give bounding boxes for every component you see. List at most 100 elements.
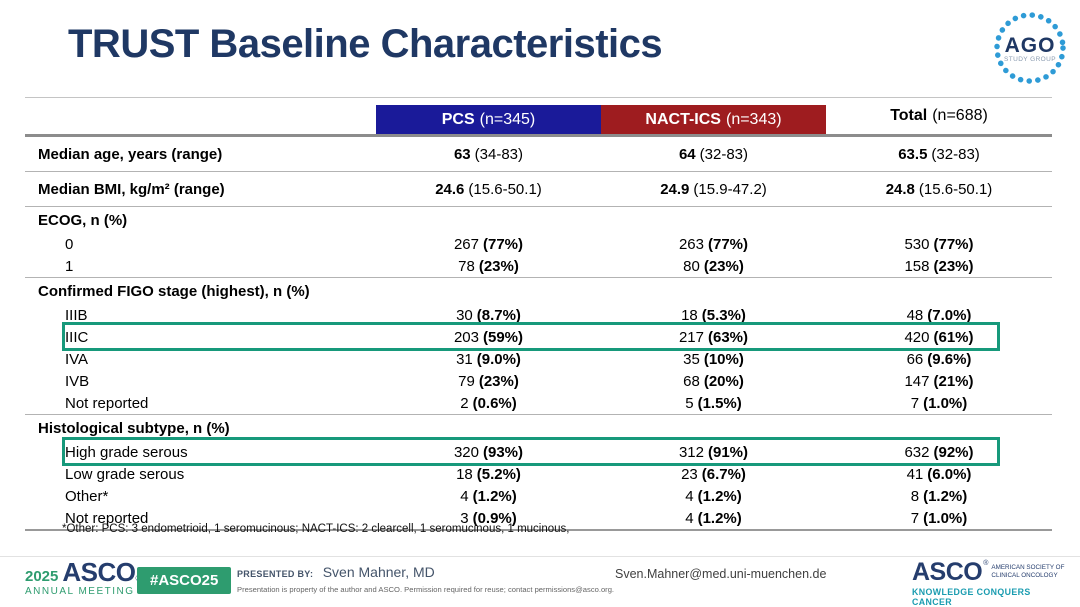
row-label: IIIB (65, 306, 88, 324)
table-row: Confirmed FIGO stage (highest), n (%) (25, 278, 1052, 304)
row-label: Histological subtype, n (%) (38, 419, 230, 437)
cell-value: 263 (77%) (678, 235, 749, 253)
meeting-org: ASCO (62, 557, 136, 587)
cell-value: 31 (9.0%) (456, 350, 521, 368)
row-label: ECOG, n (%) (38, 211, 128, 229)
table-row: IIIB 30 (8.7%) 18 (5.3%) 48 (7.0%) (25, 304, 1052, 326)
cell-value: 18 (5.3%) (681, 306, 746, 324)
cell-value: 68 (20%) (683, 372, 744, 390)
row-label: Median BMI, kg/m² (range) (38, 180, 225, 198)
table-row: Not reported 2 (0.6%) 5 (1.5%) 7 (1.0%) (25, 392, 1052, 415)
nact-label: NACT-ICS (645, 110, 721, 128)
table-row: High grade serous 320 (93%) 312 (91%) 632 (92%… (25, 437, 1052, 466)
cell-value: 320 (93%) (453, 443, 524, 461)
total-label: Total (890, 107, 928, 124)
table-row: Low grade serous 18 (5.2%) 23 (6.7%) 41 (6.0%) (25, 463, 1052, 485)
asco-logo-text: ASCO (912, 558, 983, 586)
cell-value: 24.6 (15.6-50.1) (435, 180, 542, 198)
table-row: IIIC 203 (59%) 217 (63%) 420 (61%) (25, 322, 1052, 351)
cell-value: 3 (0.9%) (460, 509, 517, 527)
row-label: 1 (65, 257, 74, 275)
dotted-circle-icon (994, 12, 1066, 84)
cell-value: 632 (92%) (904, 443, 974, 461)
ago-logo-text: AGO (1004, 34, 1056, 57)
cell-value: 8 (1.2%) (910, 487, 968, 505)
table-row: IVA 31 (9.0%) 35 (10%) 66 (9.6%) (25, 348, 1052, 370)
column-header-total: Total (n=688) (826, 98, 1052, 134)
cell-value: 217 (63%) (678, 328, 749, 346)
row-label: Not reported (65, 509, 149, 527)
cell-value: 7 (1.0%) (910, 509, 968, 527)
row-label: 0 (65, 235, 74, 253)
total-n: (n=688) (932, 107, 988, 124)
table-row: Not reported 3 (0.9%) 4 (1.2%) 7 (1.0%) (25, 507, 1052, 531)
ago-logo-subtext: STUDY GROUP (1004, 56, 1056, 63)
asco-society-logo: ASCO ® AMERICAN SOCIETY OF CLINICAL ONCO… (912, 560, 1072, 607)
row-label: Confirmed FIGO stage (highest), n (%) (38, 282, 310, 300)
table-row: Histological subtype, n (%) (25, 415, 1052, 441)
hashtag-badge: #ASCO25 (137, 567, 232, 594)
disclaimer-text: Presentation is property of the author a… (237, 585, 615, 594)
cell-value: 30 (8.7%) (456, 306, 521, 324)
asco-society-name: AMERICAN SOCIETY OF CLINICAL ONCOLOGY (991, 560, 1064, 579)
asco-tagline: KNOWLEDGE CONQUERS CANCER (912, 587, 1031, 607)
cell-value: 35 (10%) (683, 350, 744, 368)
presenter-email: Sven.Mahner@med.uni-muenchen.de (615, 567, 827, 581)
table-row: 1 78 (23%) 80 (23%) 158 (23%) (25, 255, 1052, 278)
footnote: *Other: PCS: 3 endometrioid, 1 seromucin… (62, 523, 570, 535)
row-label: High grade serous (65, 443, 188, 461)
cell-value: 147 (21%) (904, 372, 974, 390)
presenter-name: Sven Mahner, MD (322, 564, 435, 580)
table-row: ECOG, n (%) (25, 207, 1052, 233)
cell-value: 23 (6.7%) (681, 465, 746, 483)
society-line1: AMERICAN SOCIETY OF (991, 564, 1065, 571)
cell-value: 158 (23%) (904, 257, 974, 275)
row-label: Low grade serous (65, 465, 185, 483)
nact-n: (n=343) (725, 110, 782, 128)
cell-value: 5 (1.5%) (685, 394, 742, 412)
pcs-label: PCS (441, 110, 475, 128)
header-empty-cell (25, 98, 376, 134)
table-row: IVB 79 (23%) 68 (20%) 147 (21%) (25, 370, 1052, 392)
cell-value: 79 (23%) (458, 372, 519, 390)
asco-annual-meeting-logo: 2025 ASCO ® ANNUAL MEETING (25, 557, 141, 597)
column-header-nact-ics: NACT-ICS (n=343) (601, 105, 826, 134)
cell-value: 203 (59%) (453, 328, 524, 346)
footer-divider (0, 556, 1080, 557)
cell-value: 41 (6.0%) (906, 465, 972, 483)
page-title: TRUST Baseline Characteristics (68, 22, 663, 66)
cell-value: 63.5 (32-83) (898, 145, 980, 163)
cell-value: 78 (23%) (458, 257, 519, 275)
baseline-characteristics-table: PCS (n=345) NACT-ICS (n=343) Total (n=68… (25, 97, 1052, 531)
ago-study-group-logo: AGO STUDY GROUP (990, 8, 1070, 88)
row-label: IIIC (65, 328, 89, 346)
row-label: IVB (65, 372, 90, 390)
cell-value: 312 (91%) (678, 443, 749, 461)
registered-mark-icon: ® (983, 560, 989, 567)
cell-value: 24.9 (15.9-47.2) (660, 180, 767, 198)
cell-value: 48 (7.0%) (906, 306, 972, 324)
cell-value: 24.8 (15.6-50.1) (885, 180, 993, 198)
row-label: Other* (65, 487, 109, 505)
row-label: Median age, years (range) (38, 145, 223, 163)
cell-value: 66 (9.6%) (906, 350, 972, 368)
cell-value: 2 (0.6%) (460, 394, 517, 412)
table-body: Median age, years (range) 63 (34-83) 64 (32-… (25, 137, 1052, 531)
cell-value: 530 (77%) (904, 235, 974, 253)
row-label: Not reported (65, 394, 149, 412)
table-header: PCS (n=345) NACT-ICS (n=343) Total (n=68… (25, 98, 1052, 137)
table-row: Median age, years (range) 63 (34-83) 64 (32-… (25, 137, 1052, 172)
cell-value: 7 (1.0%) (910, 394, 968, 412)
presented-by-label: PRESENTED BY: (237, 569, 314, 579)
pcs-n: (n=345) (479, 110, 536, 128)
cell-value: 4 (1.2%) (685, 487, 742, 505)
cell-value: 18 (5.2%) (456, 465, 521, 483)
cell-value: 4 (1.2%) (685, 509, 742, 527)
cell-value: 63 (34-83) (453, 145, 524, 163)
presented-by: PRESENTED BY: Sven Mahner, MD (237, 564, 435, 582)
meeting-sub: ANNUAL MEETING (25, 586, 135, 597)
table-row: 0 267 (77%) 263 (77%) 530 (77%) (25, 233, 1052, 255)
cell-value: 420 (61%) (904, 328, 974, 346)
cell-value: 4 (1.2%) (460, 487, 517, 505)
